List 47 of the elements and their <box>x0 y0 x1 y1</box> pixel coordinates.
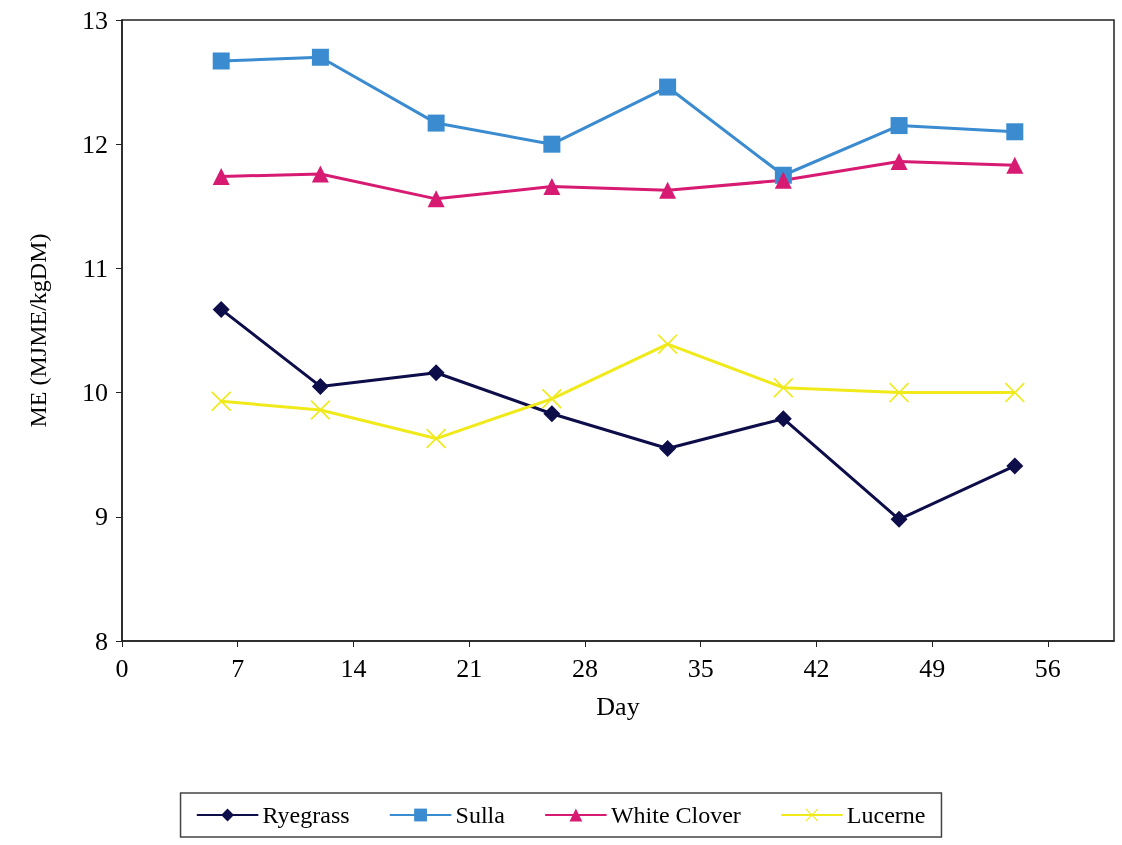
x-tick-label: 56 <box>1034 653 1061 683</box>
y-tick-label: 13 <box>82 5 108 35</box>
point <box>543 177 561 195</box>
legend-label: Lucerne <box>846 802 926 828</box>
y-tick-label: 10 <box>82 378 108 408</box>
point <box>311 377 329 395</box>
legend-label: Sulla <box>455 802 506 828</box>
point <box>212 167 230 185</box>
point <box>427 190 445 208</box>
point <box>890 510 908 528</box>
x-axis-title: Day <box>596 691 640 721</box>
point <box>774 171 792 189</box>
point <box>1006 123 1024 141</box>
point <box>212 52 230 70</box>
point <box>543 405 561 423</box>
point <box>311 165 329 183</box>
point <box>427 364 445 382</box>
point <box>774 410 792 428</box>
point <box>212 300 230 318</box>
point <box>659 78 677 96</box>
point <box>1006 457 1024 475</box>
y-tick-label: 8 <box>95 626 108 656</box>
x-tick-label: 7 <box>231 653 245 683</box>
point <box>659 439 677 457</box>
y-tick-label: 12 <box>82 129 108 159</box>
x-tick-label: 28 <box>571 653 598 683</box>
x-tick-label: 0 <box>115 653 129 683</box>
x-tick-label: 42 <box>803 653 830 683</box>
point <box>311 48 329 66</box>
y-tick-label: 9 <box>95 502 108 532</box>
point <box>541 388 562 409</box>
point <box>211 391 232 412</box>
point <box>890 153 908 171</box>
x-tick-label: 49 <box>919 653 946 683</box>
point <box>773 377 794 398</box>
point <box>659 181 677 199</box>
y-axis-title: ME (MJME/kgDM) <box>25 233 51 428</box>
point <box>427 114 445 132</box>
x-tick-label: 21 <box>456 653 483 683</box>
y-tick-label: 11 <box>82 253 108 283</box>
x-tick-label: 35 <box>687 653 714 683</box>
point <box>890 117 908 135</box>
legend-label: Ryegrass <box>262 802 350 828</box>
point <box>1006 156 1024 174</box>
point <box>543 135 561 153</box>
x-tick-label: 14 <box>340 653 367 683</box>
legend-label: White Clover <box>610 802 741 828</box>
